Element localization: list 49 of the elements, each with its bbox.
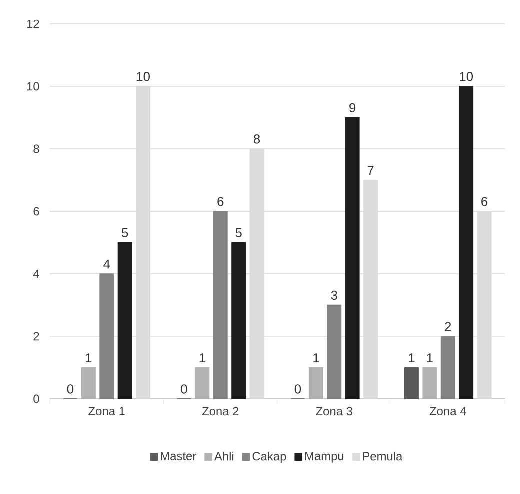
- data-label: 4: [104, 260, 110, 269]
- data-label: 0: [294, 384, 302, 394]
- data-label: 0: [181, 384, 188, 394]
- data-label: 1: [200, 354, 206, 363]
- bar: [100, 274, 114, 400]
- legend-label: Cakap: [252, 452, 286, 464]
- bar: [308, 367, 324, 400]
- data-label: 1: [427, 354, 433, 363]
- data-label: 1: [409, 354, 415, 363]
- legend-label: Mampu: [305, 452, 344, 463]
- data-label: 6: [218, 197, 224, 206]
- bar: [404, 367, 419, 400]
- data-label: 2: [445, 322, 452, 332]
- y-tick-label: 4: [33, 270, 40, 278]
- data-label: 7: [368, 166, 374, 176]
- bar: [327, 304, 342, 400]
- data-label: 10: [460, 72, 474, 82]
- data-label: 1: [86, 354, 92, 363]
- data-label: 3: [331, 290, 338, 300]
- bar: [440, 336, 456, 400]
- data-label: 5: [122, 228, 128, 238]
- y-tick-label: 10: [27, 82, 40, 91]
- x-tick-label: Zona 2: [202, 407, 239, 416]
- y-tick-label: 6: [34, 207, 40, 216]
- bar: [81, 367, 96, 400]
- data-label: 0: [67, 384, 74, 394]
- bar: [459, 86, 474, 400]
- data-label: 6: [482, 197, 488, 206]
- data-label: 10: [137, 72, 150, 82]
- bar: [213, 211, 228, 400]
- x-tick-label: Zona 1: [88, 407, 125, 416]
- y-tick-label: 2: [34, 332, 40, 341]
- bar: [422, 367, 438, 400]
- bar: [232, 242, 246, 400]
- y-tick-label: 8: [34, 144, 40, 154]
- bar: [195, 367, 210, 400]
- legend-label: Pemula: [363, 452, 403, 461]
- data-label: 1: [314, 354, 320, 363]
- bar: [118, 242, 132, 400]
- data-label: 8: [254, 134, 260, 144]
- legend-label: Master: [161, 452, 196, 460]
- bar: [345, 117, 360, 400]
- x-tick-label: Zona 4: [430, 407, 466, 416]
- x-tick-label: Zona 3: [316, 407, 352, 416]
- data-label: 9: [350, 103, 356, 113]
- y-tick-label: 0: [34, 394, 40, 404]
- data-label: 5: [236, 228, 242, 238]
- y-tick-label: 12: [27, 20, 40, 28]
- legend-label: Ahli: [214, 452, 234, 461]
